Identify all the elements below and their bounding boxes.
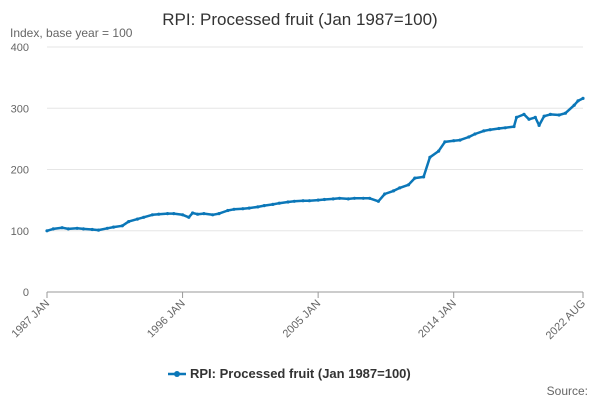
- data-point: [458, 138, 462, 142]
- data-point: [337, 196, 342, 200]
- data-point: [45, 229, 49, 233]
- data-point: [120, 224, 124, 228]
- data-point: [581, 96, 585, 100]
- data-point: [537, 123, 541, 127]
- series-group: [45, 96, 585, 233]
- data-point: [196, 212, 200, 216]
- x-tick-label: 2022 AUG: [544, 298, 588, 342]
- data-point: [135, 217, 139, 221]
- data-point: [111, 225, 116, 229]
- data-point: [557, 113, 561, 117]
- data-point: [301, 199, 305, 203]
- x-axis: 1987 JAN 1996 JAN 2005 JAN 2014 JAN 2022 AUG: [9, 291, 588, 342]
- data-point: [127, 220, 131, 224]
- data-point: [307, 199, 311, 203]
- x-tick-label: 2014 JAN: [416, 298, 459, 341]
- legend-label: RPI: Processed fruit (Jan 1987=100): [190, 366, 411, 381]
- data-point: [51, 227, 55, 231]
- x-tick-label: 2005 JAN: [281, 298, 324, 341]
- series-line-0: [46, 97, 584, 232]
- data-point: [211, 213, 215, 217]
- data-point: [157, 212, 161, 216]
- y-axis-ticks: 0 100 200 300 400: [11, 42, 29, 299]
- data-point: [226, 208, 230, 213]
- data-point: [277, 201, 281, 205]
- data-point: [497, 126, 501, 131]
- data-point: [105, 226, 109, 230]
- data-point: [572, 103, 576, 107]
- data-point: [361, 196, 365, 200]
- data-point: [503, 126, 507, 130]
- y-tick-label: 200: [11, 165, 29, 177]
- data-point: [428, 155, 432, 159]
- data-point: [262, 204, 266, 208]
- x-tick-label: 1987 JAN: [9, 298, 52, 341]
- data-point: [473, 132, 477, 136]
- data-point: [142, 215, 146, 219]
- data-point: [383, 192, 387, 196]
- data-point: [331, 197, 335, 201]
- data-point: [292, 199, 296, 203]
- data-point: [452, 139, 456, 143]
- data-point: [60, 226, 64, 230]
- data-point: [316, 198, 320, 202]
- y-tick-label: 400: [11, 42, 29, 54]
- data-point: [75, 226, 79, 230]
- data-point: [488, 128, 492, 132]
- data-point: [391, 189, 396, 193]
- legend[interactable]: RPI: Processed fruit (Jan 1987=100): [168, 366, 411, 381]
- data-point: [413, 176, 417, 180]
- data-point: [522, 112, 526, 116]
- y-tick-label: 100: [11, 226, 29, 238]
- data-point: [422, 175, 426, 179]
- data-point: [563, 111, 568, 115]
- data-point: [187, 215, 191, 219]
- data-point: [512, 125, 516, 129]
- data-point: [346, 197, 350, 201]
- data-point: [150, 213, 154, 217]
- data-point: [81, 227, 85, 231]
- chart-title: RPI: Processed fruit (Jan 1987=100): [162, 10, 437, 29]
- data-point: [232, 207, 236, 211]
- data-point: [533, 115, 537, 119]
- data-point: [66, 227, 70, 231]
- data-point: [548, 112, 553, 116]
- data-point: [172, 212, 176, 216]
- data-point: [271, 202, 275, 206]
- gridlines: [47, 46, 583, 232]
- data-point: [542, 114, 546, 118]
- legend-swatch-marker: [174, 371, 180, 377]
- y-tick-label: 0: [23, 287, 29, 299]
- data-point: [406, 183, 411, 187]
- data-point: [398, 186, 402, 190]
- data-point: [514, 115, 519, 119]
- data-point: [247, 206, 251, 210]
- data-point: [191, 211, 195, 215]
- data-point: [352, 196, 357, 200]
- chart-subtitle: Index, base year = 100: [10, 26, 133, 40]
- data-point: [181, 213, 185, 217]
- data-point: [241, 207, 245, 211]
- data-point: [368, 196, 372, 200]
- data-point: [96, 228, 101, 232]
- data-point: [467, 135, 471, 139]
- y-tick-label: 300: [11, 103, 29, 115]
- data-point: [202, 212, 206, 216]
- data-point: [90, 227, 94, 232]
- data-point: [322, 197, 326, 202]
- data-point: [256, 205, 260, 209]
- data-point: [286, 200, 290, 204]
- data-point: [443, 140, 447, 144]
- data-point: [482, 129, 486, 133]
- x-tick-label: 1996 JAN: [145, 298, 188, 341]
- data-point: [437, 149, 441, 153]
- data-point: [527, 117, 531, 121]
- data-point: [165, 212, 170, 216]
- source-label: Source:: [547, 384, 588, 398]
- data-point: [576, 99, 580, 103]
- data-point: [376, 199, 380, 203]
- data-point: [217, 212, 221, 216]
